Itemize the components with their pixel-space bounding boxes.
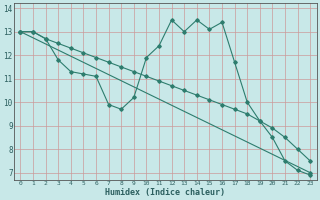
X-axis label: Humidex (Indice chaleur): Humidex (Indice chaleur) — [105, 188, 225, 197]
